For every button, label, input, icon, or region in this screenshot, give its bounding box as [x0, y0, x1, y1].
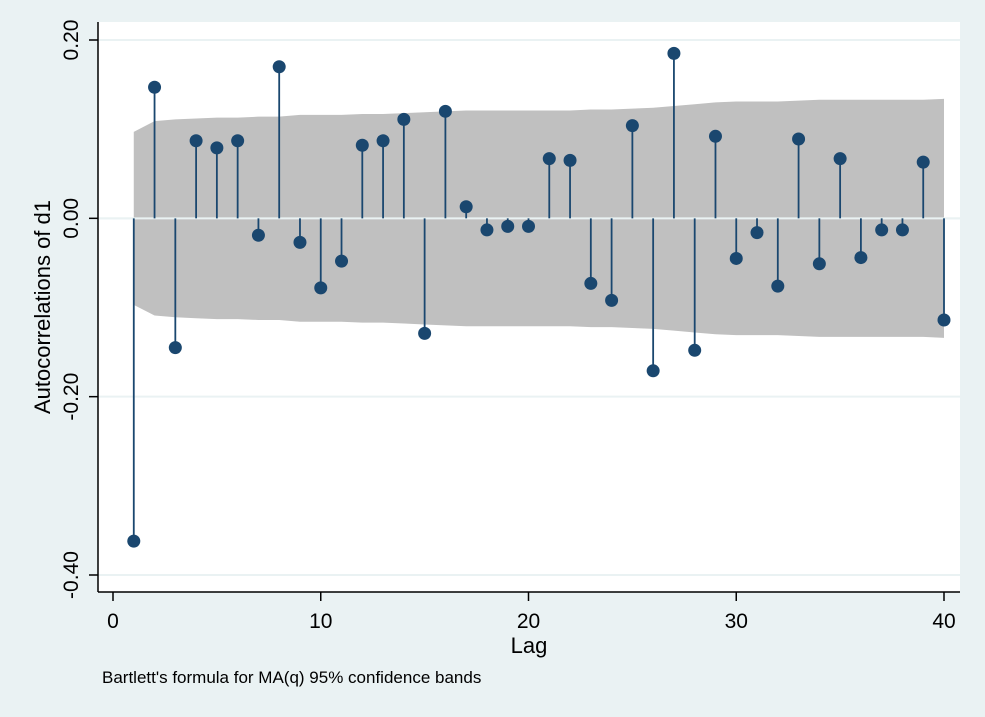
point-lag-4 [189, 134, 203, 148]
point-lag-30 [729, 251, 743, 265]
point-lag-28 [688, 343, 702, 357]
x-tick-label-4: 40 [932, 610, 955, 633]
point-lag-31 [750, 226, 764, 240]
point-lag-21 [542, 152, 556, 166]
point-lag-12 [355, 138, 369, 152]
point-lag-5 [210, 141, 224, 155]
point-lag-14 [397, 112, 411, 126]
point-lag-20 [522, 219, 535, 233]
x-tick-label-1: 10 [309, 610, 332, 633]
point-lag-40 [937, 313, 951, 327]
y-tick-label-3: 0.20 [60, 20, 83, 61]
point-lag-7 [251, 228, 265, 242]
point-lag-25 [625, 119, 639, 133]
point-lag-3 [168, 341, 182, 355]
y-axis-label: Autocorrelations of d1 [30, 200, 55, 414]
x-tick-label-0: 0 [107, 610, 119, 633]
point-lag-22 [563, 153, 577, 167]
point-lag-19 [501, 219, 515, 233]
point-lag-32 [771, 279, 785, 293]
x-tick-label-2: 20 [517, 610, 540, 633]
x-axis-label: Lag [511, 633, 548, 658]
x-tick-label-3: 30 [725, 610, 748, 633]
point-lag-9 [293, 235, 307, 249]
acf-stems [132, 53, 945, 542]
point-lag-23 [584, 276, 598, 290]
point-lag-17 [459, 200, 473, 214]
point-lag-6 [231, 134, 245, 148]
y-axis-ticks: -0.40 -0.20 0.00 0.20 [60, 20, 98, 599]
acf-markers [127, 46, 951, 548]
y-tick-label-0: -0.40 [60, 551, 83, 599]
y-tick-label-2: 0.00 [60, 198, 83, 239]
point-lag-34 [812, 257, 826, 271]
point-lag-2 [148, 80, 162, 94]
point-lag-10 [314, 281, 328, 295]
point-lag-13 [376, 134, 390, 148]
point-lag-15 [418, 326, 432, 340]
point-lag-16 [438, 104, 452, 118]
point-lag-39 [916, 155, 930, 169]
x-axis-ticks: 0 10 20 30 40 [107, 592, 956, 633]
y-tick-label-1: -0.20 [60, 373, 83, 421]
point-lag-11 [335, 254, 349, 268]
point-lag-37 [875, 223, 889, 237]
chart-note: Bartlett's formula for MA(q) 95% confide… [102, 668, 481, 687]
point-lag-8 [272, 60, 286, 74]
point-lag-18 [480, 223, 494, 237]
point-lag-26 [646, 364, 660, 378]
point-lag-38 [895, 223, 909, 237]
point-lag-24 [605, 293, 619, 307]
point-lag-36 [854, 251, 868, 265]
point-lag-35 [833, 152, 847, 166]
point-lag-33 [792, 132, 806, 146]
point-lag-27 [667, 46, 681, 60]
point-lag-1 [127, 534, 141, 548]
point-lag-29 [708, 129, 722, 143]
